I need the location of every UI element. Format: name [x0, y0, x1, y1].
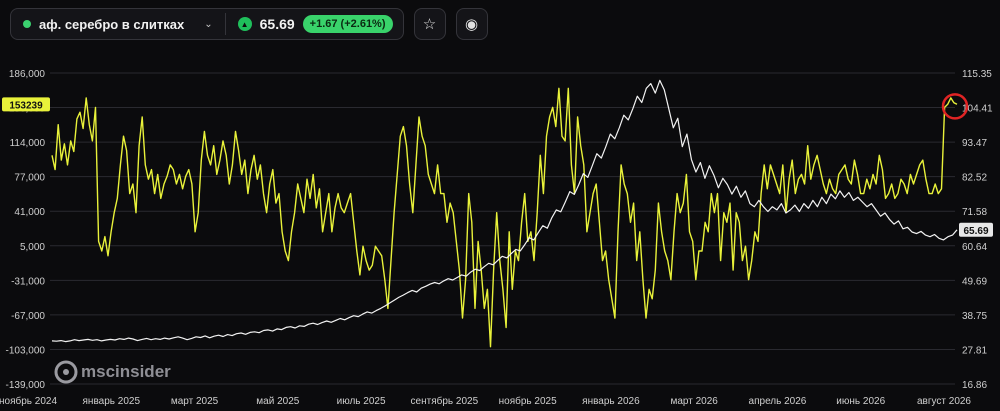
right-current-value-text: 65.69 — [963, 226, 988, 237]
status-dot-icon — [23, 20, 31, 28]
star-icon: ☆ — [422, 16, 437, 33]
x-tick-label: июль 2025 — [337, 396, 386, 407]
x-tick-label: ноябрь 2025 — [499, 395, 557, 407]
left-tick-label: -31,000 — [11, 276, 45, 287]
series-line-yellow — [51, 87, 958, 348]
x-tick-label: апрель 2026 — [749, 396, 807, 407]
msc-logo-dot — [63, 369, 69, 375]
right-tick-label: 16.86 — [962, 380, 987, 391]
left-tick-label: 77,000 — [14, 173, 45, 184]
left-tick-label: -67,000 — [11, 311, 45, 322]
left-tick-label: 186,000 — [9, 69, 46, 80]
right-tick-label: 38.75 — [962, 311, 987, 322]
watermark-logo: mscinsider — [54, 360, 171, 384]
right-tick-label: 82.52 — [962, 173, 987, 184]
divider — [224, 13, 226, 35]
left-axis: 186,000150,000114,00077,00041,0005,000-3… — [6, 69, 46, 391]
favorite-star-button[interactable]: ☆ — [413, 8, 446, 40]
x-tick-label: ноябрь 2024 — [0, 395, 57, 407]
x-tick-label: январь 2026 — [582, 396, 640, 407]
series-line-white — [51, 79, 958, 343]
right-axis: 115.35 104.41 93.47 82.52 71.58 60.64 49.69 38.… — [962, 69, 993, 391]
x-tick-label: январь 2025 — [83, 396, 141, 407]
left-tick-label: 41,000 — [14, 207, 45, 218]
current-price: 65.69 — [259, 16, 295, 32]
watermark-text: mscinsider — [81, 362, 171, 381]
topbar: аф. серебро в слитках ⌄ ▲ 65.69 +1.67 (+… — [10, 8, 488, 40]
chevron-down-icon: ⌄ — [204, 18, 213, 30]
left-tick-label: -139,000 — [6, 380, 46, 391]
right-tick-label: 93.47 — [962, 138, 987, 149]
right-current-value-label: 65.69 — [959, 222, 993, 237]
right-tick-label: 27.81 — [962, 345, 987, 356]
x-axis: ноябрь 2024 январь 2025 март 2025 май 2025 и… — [0, 395, 971, 407]
left-tick-label: 114,000 — [10, 138, 46, 149]
up-arrow-icon: ▲ — [237, 17, 252, 31]
right-tick-label: 71.58 — [962, 207, 987, 218]
right-tick-label: 104.41 — [962, 104, 993, 115]
left-current-value-text: 153239 — [9, 100, 43, 111]
grid-lines — [50, 72, 955, 385]
watch-eye-button[interactable]: ◉ — [455, 8, 488, 40]
right-current-value-bg — [959, 222, 993, 237]
instrument-name: аф. серебро в слитках — [39, 16, 185, 32]
x-tick-label: сентябрь 2025 — [411, 395, 479, 407]
x-tick-label: март 2026 — [670, 396, 718, 407]
msc-logo-icon — [54, 360, 78, 384]
x-tick-label: август 2026 — [917, 396, 971, 407]
x-tick-label: июнь 2026 — [836, 396, 885, 407]
left-tick-label: 5,000 — [20, 242, 45, 253]
markers: 153239 65.69 — [2, 93, 993, 237]
right-tick-label: 49.69 — [962, 276, 987, 287]
x-tick-label: май 2025 — [256, 396, 299, 407]
left-tick-label: -103,000 — [6, 345, 46, 356]
highlight-circle — [941, 93, 969, 120]
right-tick-label: 60.64 — [962, 242, 987, 253]
instrument-selector[interactable]: аф. серебро в слитках ⌄ ▲ 65.69 +1.67 (+… — [10, 8, 404, 40]
series-lines — [51, 79, 958, 348]
left-current-value-label: 153239 — [2, 97, 50, 112]
right-tick-label: 115.35 — [962, 69, 992, 80]
price-change-badge: +1.67 (+2.61%) — [302, 15, 393, 33]
x-tick-label: март 2025 — [171, 396, 219, 407]
left-current-value-bg — [2, 97, 50, 112]
eye-icon: ◉ — [464, 16, 479, 33]
